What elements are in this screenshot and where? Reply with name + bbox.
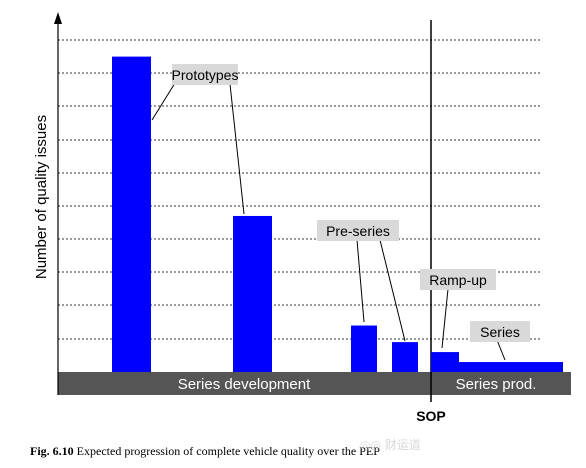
phase-series-production: Series prod. [456,376,537,393]
callout-line-prototypes-1 [151,82,176,121]
bar-pre-series-4 [392,342,418,372]
figure-caption: Fig. 6.10 Expected progression of comple… [30,444,570,459]
callout-prototypes: Prototypes [172,64,239,85]
bar-ramp-up-5 [431,352,459,372]
callout-line-preseries-1 [356,239,365,323]
callout-line-preseries-2 [379,239,406,342]
callout-rampup: Ramp-up [420,269,496,290]
phase-band [58,372,571,395]
callout-preseries: Pre-series [317,220,399,241]
callout-rampup-label: Ramp-up [429,272,487,288]
bar-prototypes-1 [112,56,151,372]
y-axis-arrowhead [54,12,62,24]
caption-label: Fig. 6.10 [30,444,74,458]
quality-chart: Prototypes Pre-series Ramp-up Series Ser… [33,12,571,424]
callout-series: Series [470,321,530,342]
callout-series-label: Series [480,324,520,340]
callout-line-series [496,339,506,361]
watermark-icon: ◎◎ [360,438,381,452]
bar-pre-series-3 [351,325,377,372]
bar-series-6 [459,362,563,372]
caption-text: Expected progression of complete vehicle… [76,444,380,458]
watermark: ◎◎ 财运道 [360,436,421,453]
callout-line-rampup [441,288,449,349]
callout-prototypes-label: Prototypes [172,67,239,83]
callout-line-prototypes-2 [229,83,245,215]
bar-prototypes-2 [233,215,272,372]
watermark-text: 财运道 [384,438,421,452]
callout-lines [151,82,506,361]
bars [112,56,563,372]
sop-label: SOP [416,408,446,424]
callout-preseries-label: Pre-series [326,223,390,239]
phase-series-development: Series development [178,376,311,393]
y-axis-label: Number of quality issues [33,115,50,279]
